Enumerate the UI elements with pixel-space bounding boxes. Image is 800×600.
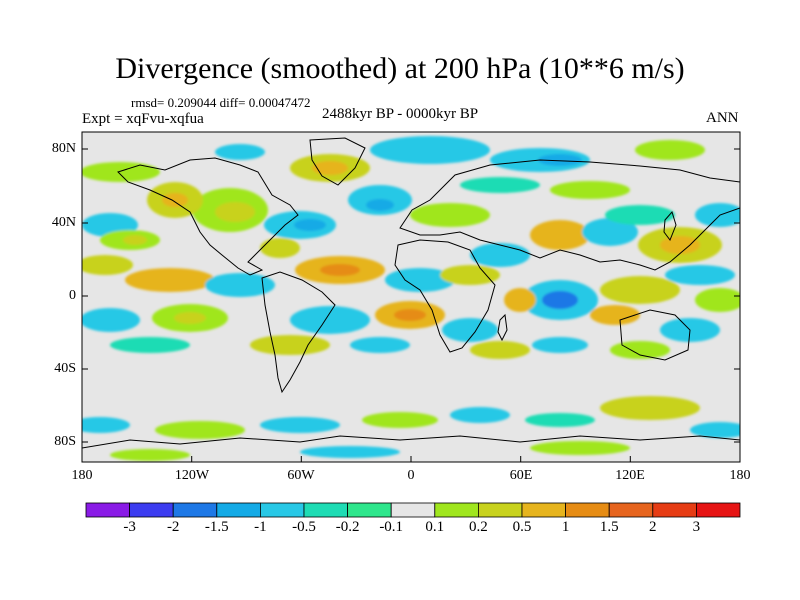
colorbar-swatch — [172, 502, 218, 518]
colorbar-swatch — [521, 502, 566, 518]
lon-label-0: 0 — [407, 468, 415, 483]
lon-label-180w: 180 — [71, 468, 93, 483]
colorbar-label: 3 — [692, 519, 701, 535]
rmsd-diff-stats: rmsd= 0.209044 diff= 0.00047472 — [131, 95, 311, 110]
lon-label-120e: 120E — [615, 468, 645, 483]
time-period-label: 2488kyr BP - 0000kyr BP — [322, 106, 479, 122]
lon-label-180e: 180 — [729, 468, 751, 483]
lon-label-120w: 120W — [174, 468, 210, 483]
colorbar-label: 1 — [561, 519, 570, 535]
divergence-field — [82, 136, 740, 461]
japan-outline — [663, 210, 677, 242]
greenland-outline — [309, 137, 366, 186]
madagascar-outline — [497, 313, 508, 342]
lat-label-80s: 80S — [54, 434, 76, 449]
south-america-outline — [261, 271, 336, 394]
europe-asia-outline — [399, 159, 740, 271]
colorbar-swatch — [696, 502, 741, 518]
colorbar-swatch — [216, 502, 261, 518]
colorbar-swatch — [608, 502, 654, 518]
colorbar-label: 0.2 — [469, 519, 488, 535]
colorbar-swatch — [477, 502, 523, 518]
colorbar-label: -0.5 — [292, 519, 316, 535]
colorbar-swatch — [259, 502, 305, 518]
colorbar-label: -2 — [166, 519, 180, 535]
lat-label-80n: 80N — [51, 141, 76, 156]
colorbar-label: -0.2 — [335, 519, 360, 535]
colorbar-label: 0.5 — [512, 519, 532, 535]
colorbar-swatch — [652, 502, 697, 518]
north-america-outline — [117, 157, 299, 276]
colorbar-label: -3 — [123, 519, 136, 535]
colorbar-swatch — [565, 502, 610, 518]
colorbar-label: -1.5 — [204, 519, 229, 535]
lat-label-40s: 40S — [54, 361, 76, 376]
plot-title: Divergence (smoothed) at 200 hPa (10**6 … — [115, 52, 685, 85]
colorbar-swatch — [303, 502, 348, 518]
antarctica-outline — [82, 435, 740, 449]
season-label: ANN — [706, 110, 739, 126]
africa-outline — [394, 239, 496, 353]
colorbar-label: 2 — [649, 519, 657, 535]
lat-label-eq: 0 — [69, 288, 76, 303]
colorbar-swatch — [390, 502, 436, 518]
colorbar-label: 1.5 — [599, 519, 619, 535]
colorbar-label: 0.1 — [425, 519, 445, 535]
experiment-label: Expt = xqFvu-xqfua — [82, 111, 204, 127]
colorbar-swatch — [129, 502, 174, 518]
divergence-map — [82, 132, 740, 462]
colorbar — [85, 502, 741, 518]
colorbar-label: -0.1 — [379, 519, 404, 535]
colorbar-swatch — [434, 502, 479, 518]
coastlines — [82, 137, 740, 449]
colorbar-swatch — [85, 502, 130, 518]
colorbar-swatch — [347, 502, 392, 518]
axis-ticks — [81, 148, 741, 462]
lon-label-60e: 60E — [509, 468, 533, 483]
colorbar-label: -1 — [254, 519, 267, 535]
australia-outline — [619, 309, 691, 361]
lon-label-60w: 60W — [287, 468, 315, 483]
lat-label-40n: 40N — [51, 215, 76, 230]
